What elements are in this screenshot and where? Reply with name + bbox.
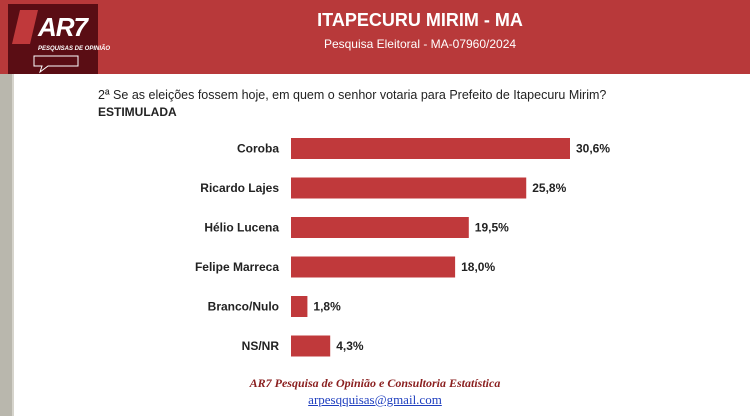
category-label: Hélio Lucena [204, 221, 279, 235]
page-subtitle: Pesquisa Eleitoral - MA-07960/2024 [323, 37, 517, 51]
bar [291, 296, 308, 317]
header-banner: AR7 PESQUISAS DE OPINIÃO ITAPECURU MIRIM… [0, 0, 750, 74]
data-label: 1,8% [313, 300, 341, 314]
question-text: 2ª Se as eleições fossem hoje, em quem o… [98, 88, 607, 102]
bar [291, 138, 570, 159]
data-label: 25,8% [532, 181, 566, 195]
ar7-logo: AR7 PESQUISAS DE OPINIÃO [8, 4, 110, 74]
bar [291, 335, 331, 357]
bar [291, 256, 456, 278]
category-label: NS/NR [242, 339, 280, 353]
data-label: 18,0% [461, 260, 495, 274]
bar [291, 177, 527, 199]
logo-tagline: PESQUISAS DE OPINIÃO [38, 46, 111, 52]
category-label: Ricardo Lajes [200, 181, 279, 195]
logo-graphic [12, 10, 79, 74]
frame-divider [12, 74, 14, 416]
left-border-strip [0, 74, 12, 416]
bar [291, 217, 469, 238]
data-label: 30,6% [576, 142, 610, 156]
data-label: 19,5% [475, 221, 509, 235]
category-label: Felipe Marreca [195, 260, 279, 274]
footer-organization: AR7 Pesquisa de Opinião e Consultoria Es… [249, 376, 501, 390]
question-type: ESTIMULADA [98, 105, 177, 119]
page-title: ITAPECURU MIRIM - MA [317, 10, 523, 30]
footer-email-link[interactable]: arpesqquisas@gmail.com [308, 392, 442, 407]
data-label: 4,3% [336, 339, 364, 353]
category-label: Coroba [237, 142, 279, 156]
category-label: Branco/Nulo [208, 300, 279, 314]
logo-text: AR7 [38, 12, 88, 42]
